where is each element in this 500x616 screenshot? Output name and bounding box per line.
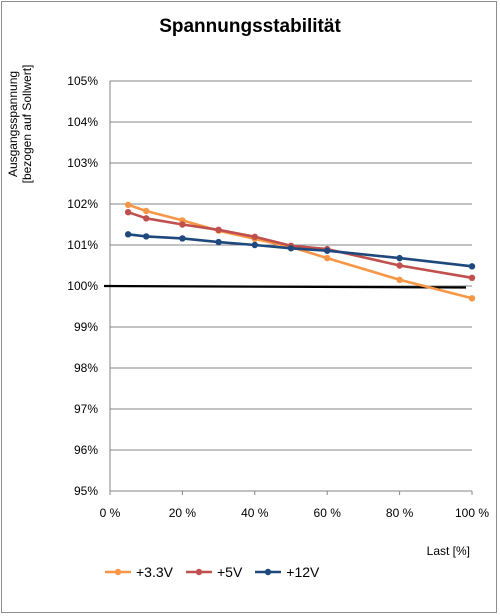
- series-point-2: [468, 263, 476, 270]
- y-tick-label: 96%: [74, 443, 98, 457]
- x-tick-label: 80 %: [386, 506, 414, 520]
- reference-line-100: [103, 284, 467, 289]
- series-point-0: [468, 295, 476, 302]
- series-point-0: [143, 207, 150, 215]
- series-point-2: [324, 247, 331, 254]
- x-tick-label: 40 %: [241, 506, 269, 520]
- series-point-2: [251, 241, 258, 249]
- series-point-1: [396, 262, 403, 269]
- y-tick-label: 102%: [67, 197, 98, 211]
- chart-title: Spannungsstabilität: [159, 16, 341, 37]
- y-tick-label: 103%: [67, 156, 98, 170]
- y-tick-label: 101%: [67, 238, 98, 252]
- legend-swatch: [185, 568, 212, 576]
- y-tick-label: 100%: [67, 279, 98, 293]
- legend-label: +3.3V: [136, 564, 173, 580]
- y-tick-label: 104%: [67, 115, 98, 129]
- series-point-1: [124, 209, 132, 216]
- series-point-2: [179, 235, 186, 242]
- series-point-2: [287, 245, 295, 252]
- series-point-2: [143, 233, 150, 240]
- x-tick-label: 0 %: [100, 506, 121, 520]
- legend-item-0: +3.3V: [104, 564, 173, 580]
- legend-label: +5V: [216, 564, 243, 580]
- legend-swatch: [255, 568, 282, 576]
- series-point-0: [396, 276, 403, 284]
- legend-swatch: [105, 568, 131, 576]
- series-point-1: [179, 221, 186, 228]
- x-tick-label: 20 %: [169, 506, 197, 520]
- series-point-1: [143, 215, 150, 222]
- legend-item-1: +5V: [185, 564, 242, 580]
- series-point-2: [124, 231, 132, 238]
- y-tick-label: 105%: [67, 74, 98, 88]
- series-point-2: [396, 254, 403, 262]
- y-tick-label: 98%: [74, 361, 98, 375]
- series-point-0: [124, 201, 132, 209]
- legend-item-2: +12V: [254, 564, 319, 580]
- series-point-0: [324, 254, 331, 262]
- series-point-1: [215, 226, 222, 234]
- legend: +3.3V +5V +12V: [104, 564, 331, 580]
- legend-label: +12V: [286, 564, 320, 580]
- series-point-1: [251, 233, 258, 240]
- y-tick-label: 97%: [74, 402, 98, 416]
- series-point-1: [468, 274, 476, 281]
- x-tick-label: 60 %: [314, 506, 342, 520]
- x-tick-label: 100 %: [455, 506, 489, 520]
- y-tick-label: 95%: [74, 484, 98, 498]
- series-point-2: [215, 238, 222, 246]
- y-tick-label: 99%: [74, 320, 98, 334]
- x-axis-label: Last [%]: [426, 544, 470, 558]
